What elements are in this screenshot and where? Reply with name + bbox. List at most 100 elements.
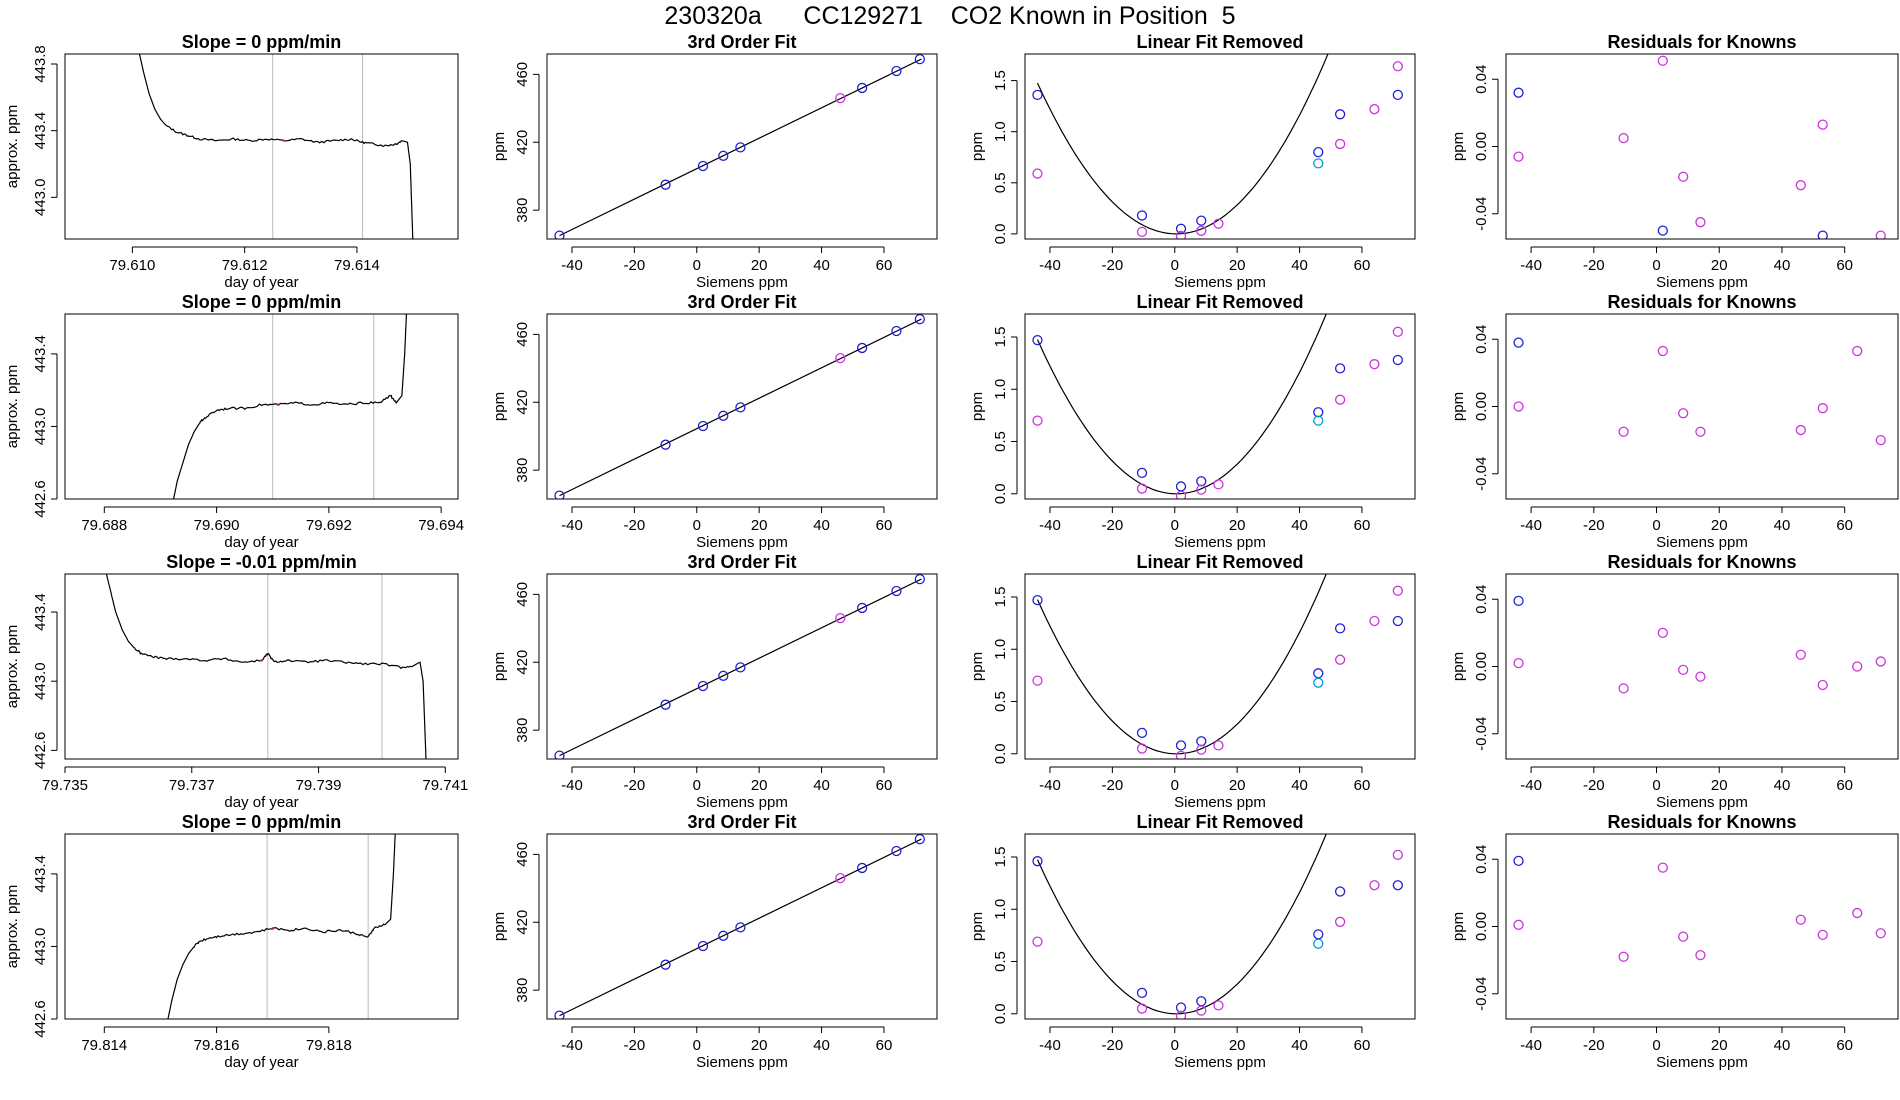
data-point bbox=[1196, 736, 1207, 747]
x-tick-label: 20 bbox=[751, 1037, 768, 1054]
data-point bbox=[1817, 119, 1828, 130]
data-point bbox=[1136, 1003, 1148, 1014]
data-point bbox=[1369, 104, 1380, 115]
y-tick-label: 1.0 bbox=[992, 121, 1009, 142]
x-tick-label: 40 bbox=[813, 257, 830, 274]
x-tick-label: 79.610 bbox=[109, 257, 155, 274]
y-tick-label: 1.5 bbox=[992, 327, 1009, 348]
y-tick-label: 0.04 bbox=[1473, 845, 1490, 874]
data-point bbox=[1136, 467, 1148, 479]
data-point bbox=[1334, 138, 1346, 150]
y-tick-label: 0.00 bbox=[1473, 392, 1490, 421]
chart-panel: Slope = 0 ppm/min 79.688 79.690 79.692 79.69… bbox=[4, 292, 464, 551]
x-axis-label: Siemens ppm bbox=[696, 1054, 788, 1071]
plot-frame bbox=[64, 313, 459, 500]
plot-area bbox=[1032, 54, 1403, 239]
y-tick-label: 460 bbox=[514, 582, 531, 607]
data-point bbox=[1852, 661, 1863, 672]
plot-frame bbox=[1505, 833, 1899, 1020]
x-tick-label: -40 bbox=[1039, 1037, 1061, 1054]
x-tick-label: -20 bbox=[624, 1037, 646, 1054]
y-tick-label: 443.4 bbox=[32, 855, 49, 893]
data-point bbox=[554, 1010, 565, 1019]
x-tick-label: -20 bbox=[1102, 257, 1124, 274]
x-tick-label: -20 bbox=[1583, 777, 1605, 794]
x-tick-label: 60 bbox=[1354, 257, 1371, 274]
y-tick-label: 0.5 bbox=[992, 172, 1009, 193]
x-tick-label: 60 bbox=[1354, 517, 1371, 534]
y-tick-label: -0.04 bbox=[1473, 197, 1490, 231]
x-tick-label: -40 bbox=[561, 777, 583, 794]
x-tick-label: 20 bbox=[1229, 517, 1246, 534]
data-point bbox=[835, 352, 846, 364]
data-point bbox=[660, 179, 671, 190]
midpoint-marker bbox=[277, 403, 280, 406]
y-tick-label: 380 bbox=[514, 718, 531, 743]
y-tick-label: 0.0 bbox=[992, 483, 1009, 504]
data-point bbox=[1196, 484, 1207, 495]
panel-title: Residuals for Knowns bbox=[1607, 292, 1796, 312]
fit-curve bbox=[1036, 574, 1327, 755]
data-point bbox=[914, 834, 925, 845]
plot-frame bbox=[546, 313, 938, 500]
data-point bbox=[1032, 936, 1043, 947]
y-tick-label: 380 bbox=[514, 198, 531, 223]
x-axis-label: Siemens ppm bbox=[1656, 1054, 1748, 1071]
data-point bbox=[1392, 89, 1403, 101]
x-tick-label: -40 bbox=[561, 257, 583, 274]
data-point bbox=[1213, 479, 1224, 490]
y-tick-label: 0.0 bbox=[992, 743, 1009, 764]
x-tick-label: 79.737 bbox=[169, 777, 215, 794]
y-tick-label: 420 bbox=[514, 910, 531, 935]
x-tick-label: -40 bbox=[1520, 777, 1542, 794]
y-tick-label: 443.8 bbox=[32, 45, 49, 83]
data-point bbox=[1875, 230, 1886, 239]
y-tick-label: 443.0 bbox=[32, 408, 49, 446]
x-tick-label: 0 bbox=[1652, 517, 1660, 534]
x-tick-label: 79.814 bbox=[81, 1037, 127, 1054]
data-point bbox=[1657, 345, 1668, 357]
x-tick-label: 79.816 bbox=[194, 1037, 240, 1054]
x-tick-label: -40 bbox=[1520, 1037, 1542, 1054]
fit-line bbox=[559, 58, 922, 237]
y-tick-label: 442.6 bbox=[32, 480, 49, 518]
x-tick-label: 0 bbox=[1171, 257, 1179, 274]
y-axis-label: ppm bbox=[1450, 912, 1467, 941]
y-tick-label: 0.0 bbox=[992, 1003, 1009, 1024]
data-point bbox=[718, 670, 729, 681]
y-axis-label: ppm bbox=[491, 652, 508, 681]
panel-title: 3rd Order Fit bbox=[687, 292, 796, 312]
x-tick-label: 60 bbox=[1836, 777, 1853, 794]
data-point bbox=[1513, 151, 1524, 162]
panel-title: 3rd Order Fit bbox=[687, 812, 796, 832]
chart-panel: Slope = 0 ppm/min 79.610 79.612 79.614 day o… bbox=[4, 32, 459, 291]
x-tick-label: 20 bbox=[1229, 777, 1246, 794]
data-point bbox=[891, 845, 902, 857]
y-axis-label: ppm bbox=[491, 912, 508, 941]
plot-frame bbox=[1024, 573, 1416, 760]
data-point bbox=[1618, 683, 1629, 694]
plot-area bbox=[1032, 834, 1403, 1019]
x-tick-label: 20 bbox=[1711, 1037, 1728, 1054]
y-tick-label: 460 bbox=[514, 62, 531, 87]
x-tick-label: 0 bbox=[1171, 517, 1179, 534]
data-point bbox=[735, 662, 746, 673]
x-tick-label: 40 bbox=[813, 517, 830, 534]
data-point bbox=[1334, 394, 1346, 405]
plot-area bbox=[1513, 55, 1886, 239]
x-tick-label: 0 bbox=[1171, 777, 1179, 794]
data-point bbox=[1175, 481, 1187, 492]
x-tick-label: 0 bbox=[1652, 777, 1660, 794]
plot-area bbox=[167, 834, 396, 1019]
data-point bbox=[1136, 727, 1148, 739]
x-tick-label: 20 bbox=[1711, 517, 1728, 534]
data-point bbox=[914, 54, 925, 65]
data-point bbox=[1392, 61, 1403, 72]
panel-title: Slope = 0 ppm/min bbox=[182, 32, 342, 52]
data-point bbox=[1795, 914, 1806, 925]
x-tick-label: 79.688 bbox=[81, 517, 127, 534]
y-tick-label: 0.5 bbox=[992, 431, 1009, 452]
chart-panel: 3rd Order Fit -40 -20 0 20 40 60 Siemens ppm 380… bbox=[491, 812, 938, 1071]
data-point bbox=[697, 160, 709, 172]
x-axis-label: Siemens ppm bbox=[696, 534, 788, 551]
